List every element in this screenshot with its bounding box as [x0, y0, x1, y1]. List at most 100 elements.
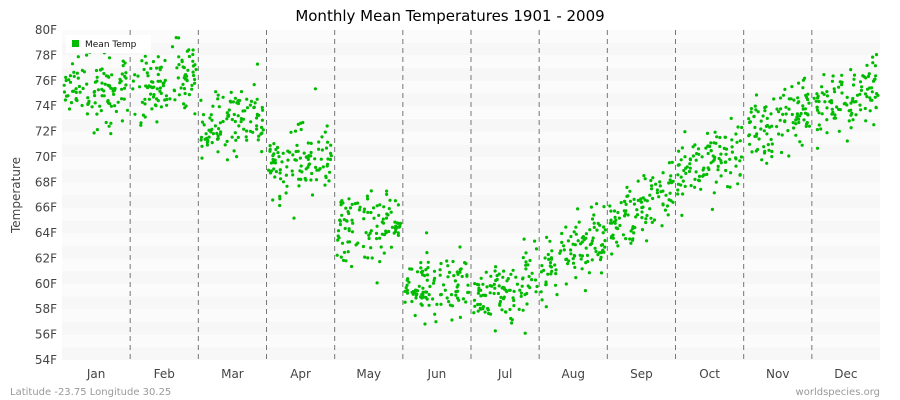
data-point [205, 143, 209, 147]
data-point [786, 129, 790, 133]
data-point [62, 83, 66, 87]
data-point [335, 253, 339, 257]
data-point [625, 185, 629, 189]
data-point [584, 246, 588, 250]
data-point [822, 73, 826, 77]
x-tick-label: Jul [497, 367, 512, 381]
data-point [763, 106, 767, 110]
data-point [511, 268, 515, 272]
data-point [602, 205, 606, 209]
data-point [464, 300, 468, 304]
footer-source: worldspecies.org [796, 387, 880, 398]
data-point [277, 155, 281, 159]
data-point [252, 105, 256, 109]
data-point [795, 115, 799, 119]
data-point [562, 244, 566, 248]
data-point [670, 180, 674, 184]
data-point [679, 158, 683, 162]
data-point [622, 209, 626, 213]
data-point [525, 302, 529, 306]
data-point [805, 121, 809, 125]
data-point [433, 312, 437, 316]
data-point [473, 304, 477, 308]
data-point [217, 105, 221, 109]
data-point [106, 74, 110, 78]
data-point [324, 174, 328, 178]
data-point [122, 97, 126, 101]
y-tick-label: 54F [35, 353, 57, 367]
data-point [840, 73, 844, 77]
data-point [478, 306, 482, 310]
data-point [187, 54, 191, 59]
data-point [294, 158, 298, 162]
data-point [336, 238, 340, 242]
data-point [539, 290, 543, 294]
data-point [450, 318, 454, 322]
data-point [151, 60, 155, 64]
data-point [458, 245, 462, 249]
data-point [831, 74, 835, 78]
data-point [74, 87, 78, 91]
data-point [485, 285, 489, 289]
data-point [100, 94, 104, 98]
data-point [210, 141, 214, 145]
data-point [609, 218, 613, 222]
data-point [832, 87, 836, 91]
data-point [724, 160, 728, 164]
data-point [747, 117, 751, 121]
data-point [421, 286, 425, 290]
data-point [233, 96, 237, 100]
data-point [691, 145, 695, 149]
data-point [578, 242, 583, 246]
data-point [452, 274, 456, 278]
data-point [180, 58, 184, 62]
data-point [752, 114, 756, 118]
data-point [838, 80, 842, 84]
data-point [90, 105, 94, 109]
data-point [415, 270, 420, 274]
data-point [754, 108, 758, 112]
data-point [276, 145, 280, 150]
data-point [660, 224, 664, 228]
data-point [423, 290, 428, 294]
data-point [852, 73, 857, 77]
data-point [329, 143, 333, 147]
data-point [858, 103, 862, 107]
data-point [183, 91, 187, 96]
data-point [379, 245, 383, 249]
data-point [245, 97, 249, 101]
data-point [664, 193, 668, 197]
data-point [186, 68, 190, 72]
data-point [730, 145, 734, 149]
data-point [581, 235, 586, 239]
footer-location: Latitude -23.75 Longitude 30.25 [10, 387, 171, 398]
data-point [193, 81, 197, 85]
data-point [363, 255, 367, 259]
data-point [564, 282, 568, 286]
data-point [493, 269, 497, 273]
data-point [750, 150, 754, 154]
data-point [564, 257, 568, 262]
data-point [428, 284, 432, 289]
data-point [278, 203, 282, 208]
data-point [98, 104, 102, 108]
data-point [806, 97, 810, 102]
data-point [829, 101, 834, 105]
data-point [461, 297, 465, 301]
data-point [208, 116, 212, 120]
data-point [854, 100, 858, 104]
data-point [502, 269, 506, 273]
data-point [676, 173, 680, 177]
data-point [691, 154, 696, 158]
data-point [574, 232, 578, 236]
data-point [654, 182, 658, 186]
data-point [149, 92, 153, 96]
data-point [74, 97, 78, 101]
data-point [243, 109, 247, 113]
data-point [762, 151, 767, 155]
data-point [519, 291, 524, 295]
data-point [187, 48, 191, 52]
data-point [382, 205, 386, 209]
data-point [784, 105, 788, 109]
data-point [239, 120, 243, 124]
